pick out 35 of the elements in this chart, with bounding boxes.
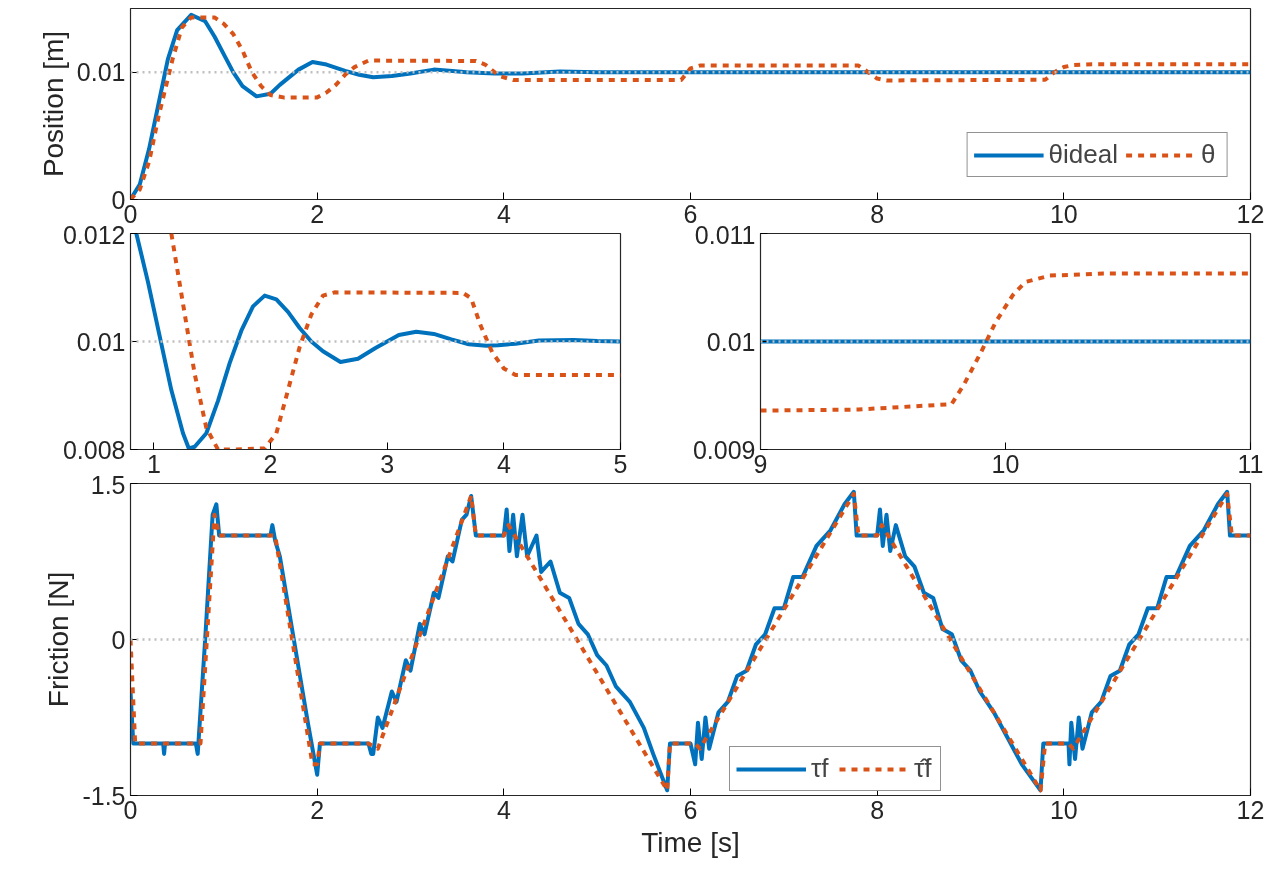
legend-label: θ xyxy=(1201,139,1217,170)
y-tick-label: 0.012 xyxy=(62,220,126,249)
y-axis-title: Position [m] xyxy=(37,30,69,178)
x-tick-label: 4 xyxy=(496,199,511,228)
x-tick-label: 4 xyxy=(496,449,511,478)
x-tick-label: 6 xyxy=(683,199,698,228)
legend-label: τf xyxy=(811,753,830,784)
x-tick-label: 9 xyxy=(753,449,768,478)
x-tick-label: 1 xyxy=(146,449,161,478)
y-tick-label: 0.008 xyxy=(62,435,126,464)
x-tick-label: 10 xyxy=(1049,795,1078,824)
y-tick-label: 1.5 xyxy=(90,470,126,499)
x-tick-label: 8 xyxy=(870,795,885,824)
x-tick-label: 2 xyxy=(310,199,325,228)
y-tick-label: 0.01 xyxy=(76,58,126,87)
y-tick-label: 0.01 xyxy=(76,327,126,356)
x-tick-label: 10 xyxy=(1049,199,1078,228)
x-tick-label: 12 xyxy=(1236,795,1265,824)
x-tick-label: 8 xyxy=(870,199,885,228)
x-tick-label: 12 xyxy=(1236,199,1265,228)
x-tick-label: 2 xyxy=(263,449,278,478)
x-axis-title: Time [s] xyxy=(641,826,740,858)
x-tick-label: 3 xyxy=(380,449,395,478)
y-tick-label: 0.01 xyxy=(706,327,756,356)
y-tick-label: 0 xyxy=(111,625,126,654)
x-tick-label: 5 xyxy=(613,449,628,478)
legend-label: θideal xyxy=(1048,139,1118,170)
x-tick-label: 11 xyxy=(1237,449,1264,478)
line-series xyxy=(760,271,1251,413)
y-axis-title: Friction [N] xyxy=(43,571,75,708)
legend-label: τ̂f xyxy=(914,753,933,784)
x-tick-label: 10 xyxy=(991,449,1020,478)
x-tick-label: 6 xyxy=(683,795,698,824)
x-tick-label: 2 xyxy=(310,795,325,824)
x-tick-label: 4 xyxy=(496,795,511,824)
